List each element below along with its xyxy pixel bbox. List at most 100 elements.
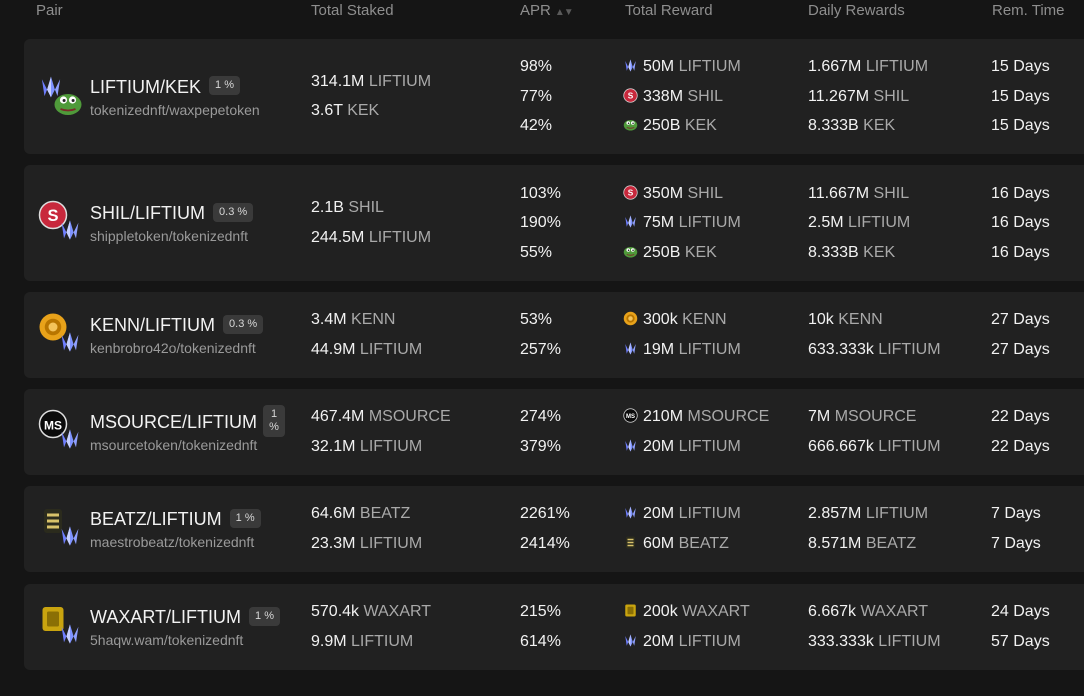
daily-reward: 8.571M BEATZ (808, 534, 916, 554)
token-symbol: LIFTIUM (678, 632, 741, 650)
pair-contracts: kenbrobro42o/tokenizednft (90, 340, 256, 356)
farm-row[interactable]: WAXART/LIFTIUM 5haqw.wam/tokenizednft 1 % 5… (24, 584, 1084, 670)
farm-row[interactable]: KENN/LIFTIUM kenbrobro42o/tokenizednft 0.3… (24, 292, 1084, 378)
pair-name[interactable]: KENN/LIFTIUM (90, 315, 216, 335)
apr-value: 2414% (520, 534, 570, 552)
liftium-icon (58, 524, 82, 553)
waxart-icon (38, 604, 68, 639)
token-symbol: MSOURCE (368, 408, 451, 426)
staked-amount: 64.6M BEATZ (311, 504, 410, 524)
farm-row[interactable]: MS MSOURCE/LIFTIUM msourcetoken/tokenizedn… (24, 389, 1084, 475)
reward-amount: 60M BEATZ (623, 534, 729, 554)
daily-reward: 333.333k LIFTIUM (808, 632, 941, 652)
apr-value: 379% (520, 437, 561, 455)
token-symbol: LIFTIUM (878, 632, 941, 650)
daily-reward: 2.857M LIFTIUM (808, 504, 928, 524)
amount: 200k (643, 603, 678, 621)
token-symbol: LIFTIUM (678, 505, 741, 523)
token-symbol: LIFTIUM (678, 437, 741, 455)
amount: 11.667M (808, 184, 870, 202)
token-symbol: LIFTIUM (678, 214, 741, 231)
token-symbol: BEATZ (865, 534, 917, 552)
reward-amount: 250B KEK (623, 243, 717, 263)
token-symbol: SHIL (348, 199, 384, 217)
amount: 19M (643, 340, 675, 358)
reward-amount: MS 210M MSOURCE (623, 407, 769, 427)
header-apr-sort[interactable]: APR ▲▼ (520, 2, 574, 19)
apr-value: 77% (520, 87, 553, 105)
svg-text:MS: MS (44, 418, 62, 432)
daily-reward: 666.667k LIFTIUM (808, 437, 941, 457)
amount: 210M (643, 408, 684, 426)
amount: 300k (643, 311, 678, 329)
amount: 23.3M (311, 534, 356, 552)
token-symbol: LIFTIUM (865, 505, 929, 523)
reward-amount: 19M LIFTIUM (623, 340, 741, 360)
header-total-staked[interactable]: Total Staked (311, 2, 394, 19)
apr-value: 103% (520, 184, 561, 202)
amount: 633.333k (808, 340, 874, 358)
header-remaining-time[interactable]: Rem. Time (992, 2, 1065, 19)
amount: 3.4M (311, 311, 347, 329)
pair-name[interactable]: LIFTIUM/KEK (90, 76, 202, 97)
remaining-time: 27 Days (991, 311, 1050, 329)
reward-amount: 20M LIFTIUM (623, 437, 741, 457)
header-pair[interactable]: Pair (36, 2, 63, 19)
liftium-icon (58, 427, 82, 456)
daily-reward: 8.333B KEK (808, 116, 895, 136)
apr-value: 215% (520, 603, 561, 621)
apr-value: 98% (520, 58, 553, 75)
remaining-time: 15 Days (991, 117, 1050, 134)
token-symbol: KEK (347, 102, 380, 120)
msource-icon: MS (38, 409, 68, 444)
daily-reward: 6.667k WAXART (808, 602, 928, 622)
svg-text:MS: MS (626, 414, 635, 420)
amount: 7M (808, 408, 831, 426)
amount: 6.667k (808, 603, 857, 621)
remaining-time: 16 Days (991, 243, 1050, 261)
token-symbol: LIFTIUM (359, 437, 423, 455)
amount: 350M (643, 184, 684, 202)
staked-amount: 2.1B SHIL (311, 198, 384, 218)
amount: 2.857M (808, 505, 862, 523)
pair-icon (38, 312, 84, 358)
amount: 314.1M (311, 72, 365, 90)
header-total-reward[interactable]: Total Reward (625, 2, 713, 19)
token-symbol: SHIL (687, 87, 724, 105)
header-daily-rewards[interactable]: Daily Rewards (808, 2, 905, 19)
reward-amount: S 350M SHIL (623, 184, 723, 204)
apr-value: 274% (520, 408, 561, 426)
remaining-time: 24 Days (991, 603, 1050, 621)
remaining-time: 16 Days (991, 214, 1050, 231)
reward-amount: S 338M SHIL (623, 87, 723, 107)
daily-reward: 1.667M LIFTIUM (808, 57, 928, 77)
pair-name[interactable]: WAXART/LIFTIUM (90, 607, 242, 627)
token-symbol: KENN (351, 311, 396, 329)
amount: 20M (643, 437, 675, 455)
reward-amount: 20M LIFTIUM (623, 504, 741, 524)
farm-row[interactable]: S SHIL/LIFTIUM shippletoken/tokenizednft 0.… (24, 165, 1084, 281)
token-symbol: WAXART (363, 603, 432, 621)
liftium-icon (58, 218, 82, 247)
apr-value: 42% (520, 117, 553, 134)
table-header: Pair Total Staked APR ▲▼ Total Reward Dai… (0, 0, 1084, 24)
amount: 250B (643, 117, 681, 134)
amount: 60M (643, 534, 675, 552)
svg-text:S: S (47, 207, 58, 225)
pair-icon: MS (38, 409, 84, 455)
pair-name[interactable]: SHIL/LIFTIUM (90, 203, 206, 223)
liftium-icon (623, 633, 638, 648)
staked-amount: 467.4M MSOURCE (311, 407, 451, 427)
waxart-icon (623, 603, 638, 618)
farm-row[interactable]: BEATZ/LIFTIUM maestrobeatz/tokenizednft 1 … (24, 486, 1084, 572)
remaining-time: 15 Days (991, 58, 1050, 75)
farm-row[interactable]: LIFTIUM/KEK tokenizednft/waxpepetoken 1 % 3… (24, 39, 1084, 154)
pair-icon: S (38, 200, 84, 246)
token-symbol: LIFTIUM (678, 340, 741, 358)
amount: 50M (643, 58, 675, 75)
liftium-icon (58, 330, 82, 359)
apr-value: 2261% (520, 505, 570, 523)
pair-name[interactable]: MSOURCE/LIFTIUM (90, 412, 258, 432)
pair-name[interactable]: BEATZ/LIFTIUM (90, 509, 222, 529)
liftium-icon (38, 74, 64, 105)
